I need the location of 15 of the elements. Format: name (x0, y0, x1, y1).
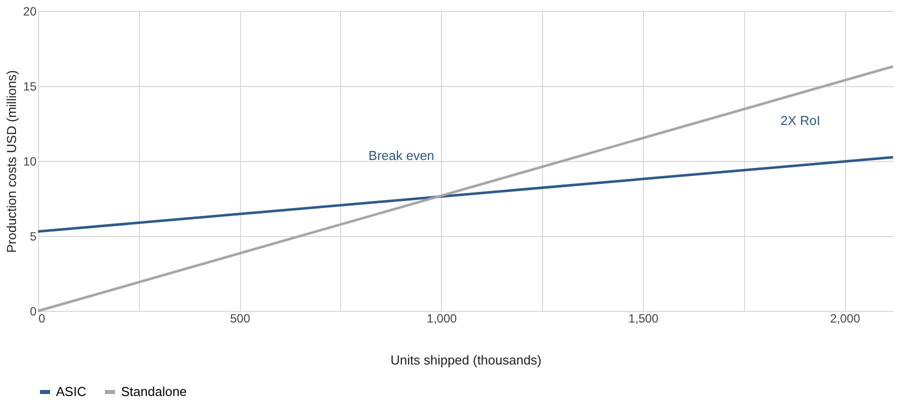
y-tick-label: 10 (23, 154, 37, 168)
legend-label: Standalone (121, 384, 187, 399)
x-axis-title: Units shipped (thousands) (390, 352, 542, 368)
y-tick-label: 15 (23, 80, 37, 94)
legend-label: ASIC (56, 384, 86, 399)
x-tick-label: 1,000 (426, 312, 458, 326)
annotation: 2X RoI (780, 113, 820, 128)
x-tick-label: 2,000 (830, 312, 860, 326)
y-axis-title: Production costs USD (millions) (4, 70, 20, 253)
y-tick-label: 5 (30, 230, 37, 244)
x-tick-label: 500 (230, 312, 250, 326)
annotation: Break even (368, 148, 434, 163)
x-tick-label: 1,500 (628, 312, 659, 326)
y-tick-label: 20 (23, 4, 37, 18)
x-tick-label: 0 (38, 312, 46, 326)
